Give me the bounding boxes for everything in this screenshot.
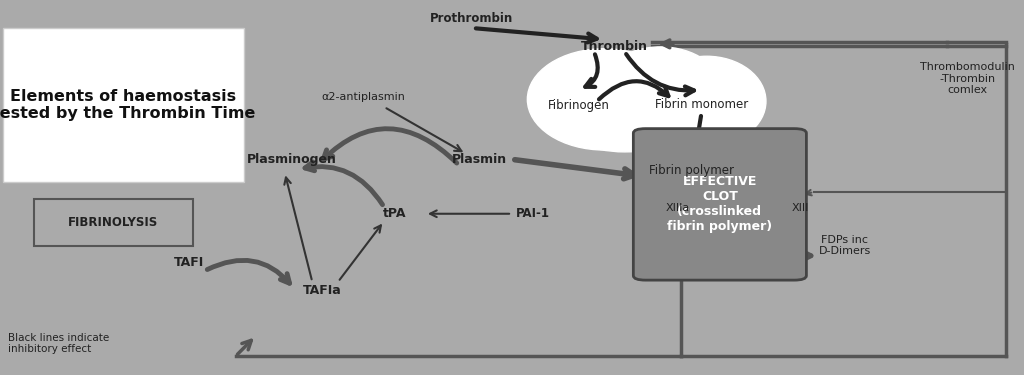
Text: FDPs inc
D-Dimers: FDPs inc D-Dimers [818,235,871,256]
Text: XIIIa: XIIIa [666,203,690,213]
Text: Fibrin monomer: Fibrin monomer [654,99,749,111]
FancyBboxPatch shape [34,199,193,246]
Text: Prothrombin: Prothrombin [429,12,513,25]
Text: Thrombomodulin
-Thrombin
comlex: Thrombomodulin -Thrombin comlex [921,62,1015,95]
Text: Black lines indicate
inhibitory effect: Black lines indicate inhibitory effect [8,333,110,354]
Ellipse shape [558,84,691,152]
Text: Plasminogen: Plasminogen [247,153,337,166]
Text: α2-antiplasmin: α2-antiplasmin [322,93,406,102]
Text: Fibrinogen: Fibrinogen [548,99,609,111]
Ellipse shape [647,56,766,146]
Ellipse shape [527,49,681,150]
Text: TAFIa: TAFIa [303,284,342,297]
Ellipse shape [599,47,722,133]
Text: EFFECTIVE
CLOT
(crosslinked
fibrin polymer): EFFECTIVE CLOT (crosslinked fibrin polym… [668,176,772,233]
Text: Fibrin polymer: Fibrin polymer [648,164,734,177]
Text: Thrombin: Thrombin [581,40,648,53]
Text: PAI-1: PAI-1 [515,207,550,220]
Text: XIII: XIII [793,203,809,213]
Text: tPA: tPA [383,207,406,220]
Text: TAFI: TAFI [174,256,205,269]
Text: Plasmin: Plasmin [452,153,507,166]
FancyBboxPatch shape [633,129,806,280]
Text: FIBRINOLYSIS: FIBRINOLYSIS [68,216,159,229]
FancyBboxPatch shape [3,28,244,182]
Ellipse shape [625,96,737,156]
Text: Elements of haemostasis
tested by the Thrombin Time: Elements of haemostasis tested by the Th… [0,89,255,121]
